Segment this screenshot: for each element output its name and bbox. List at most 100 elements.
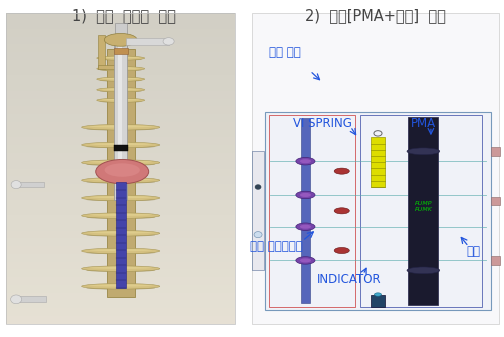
Ellipse shape [82,231,160,236]
Ellipse shape [11,181,21,189]
Ellipse shape [296,257,315,264]
Ellipse shape [96,159,149,184]
Bar [6,184,235,192]
Ellipse shape [105,163,140,177]
Ellipse shape [102,99,140,100]
Ellipse shape [407,148,439,155]
Bar [6,192,235,200]
Ellipse shape [300,225,311,229]
Text: 수동 핸들: 수동 핸들 [269,46,300,59]
Bar [6,114,235,122]
Bar [6,83,235,91]
Bar [6,246,235,254]
Ellipse shape [11,295,22,304]
Bar [6,161,235,168]
Bar [114,44,127,200]
Ellipse shape [100,58,142,61]
Bar [6,238,235,246]
Ellipse shape [82,266,160,271]
Ellipse shape [90,232,152,234]
Bar [265,112,491,310]
Ellipse shape [90,161,152,163]
Ellipse shape [296,223,315,231]
Ellipse shape [374,293,382,296]
Ellipse shape [90,267,152,269]
Ellipse shape [97,98,145,102]
Bar [6,122,235,130]
Ellipse shape [97,56,145,60]
Ellipse shape [334,247,349,253]
Bar [6,21,235,29]
Bar [6,68,235,75]
Bar [6,91,235,99]
Bar [118,44,122,200]
Bar [6,168,235,176]
Bar [6,130,235,137]
Ellipse shape [82,248,160,254]
Bar [6,207,235,215]
Bar [6,37,235,44]
Ellipse shape [100,90,142,92]
Ellipse shape [86,128,155,130]
Ellipse shape [300,193,311,197]
Text: PUMP
PUMK: PUMP PUMK [414,202,432,212]
Ellipse shape [86,287,155,289]
Bar [6,316,235,324]
Bar [6,223,235,231]
Bar [6,60,235,68]
Ellipse shape [163,38,174,45]
Bar [6,44,235,52]
Ellipse shape [82,124,160,130]
Ellipse shape [97,67,145,71]
Bar [371,137,385,187]
Ellipse shape [334,208,349,214]
Bar [491,256,500,265]
Bar [116,182,126,288]
Bar [6,52,235,60]
Bar [6,308,235,316]
Ellipse shape [90,196,152,198]
Text: 본체: 본체 [467,245,481,257]
Ellipse shape [100,100,142,103]
Bar [6,99,235,106]
Ellipse shape [86,269,155,272]
Ellipse shape [86,145,155,148]
Ellipse shape [82,213,160,218]
Bar [6,277,235,285]
Ellipse shape [296,157,315,165]
Bar [98,35,105,69]
Bar [6,13,235,324]
Ellipse shape [90,214,152,216]
Ellipse shape [100,69,142,71]
Bar [6,137,235,145]
Bar [16,297,46,302]
Ellipse shape [102,88,140,90]
Ellipse shape [86,216,155,219]
Ellipse shape [86,198,155,201]
Ellipse shape [104,33,137,46]
Text: 2)  본체[PMA+수동]  설계: 2) 본체[PMA+수동] 설계 [305,8,446,24]
Bar [16,182,44,187]
Text: INDICATOR: INDICATOR [317,273,382,286]
Bar [113,145,128,151]
Ellipse shape [86,234,155,237]
Bar [6,29,235,37]
Bar [6,200,235,207]
Bar [6,13,235,21]
Ellipse shape [82,142,160,148]
Bar [6,106,235,114]
Bar [115,23,127,51]
Bar [6,153,235,161]
Text: 수동 조작기구부: 수동 조작기구부 [250,240,302,252]
Bar [6,231,235,238]
Bar [491,147,500,156]
Ellipse shape [100,80,142,82]
Ellipse shape [90,284,152,286]
Bar [252,151,264,270]
Ellipse shape [407,267,439,274]
Ellipse shape [90,249,152,251]
Bar [6,293,235,300]
Ellipse shape [97,88,145,92]
Ellipse shape [254,232,262,238]
Bar [107,49,135,297]
